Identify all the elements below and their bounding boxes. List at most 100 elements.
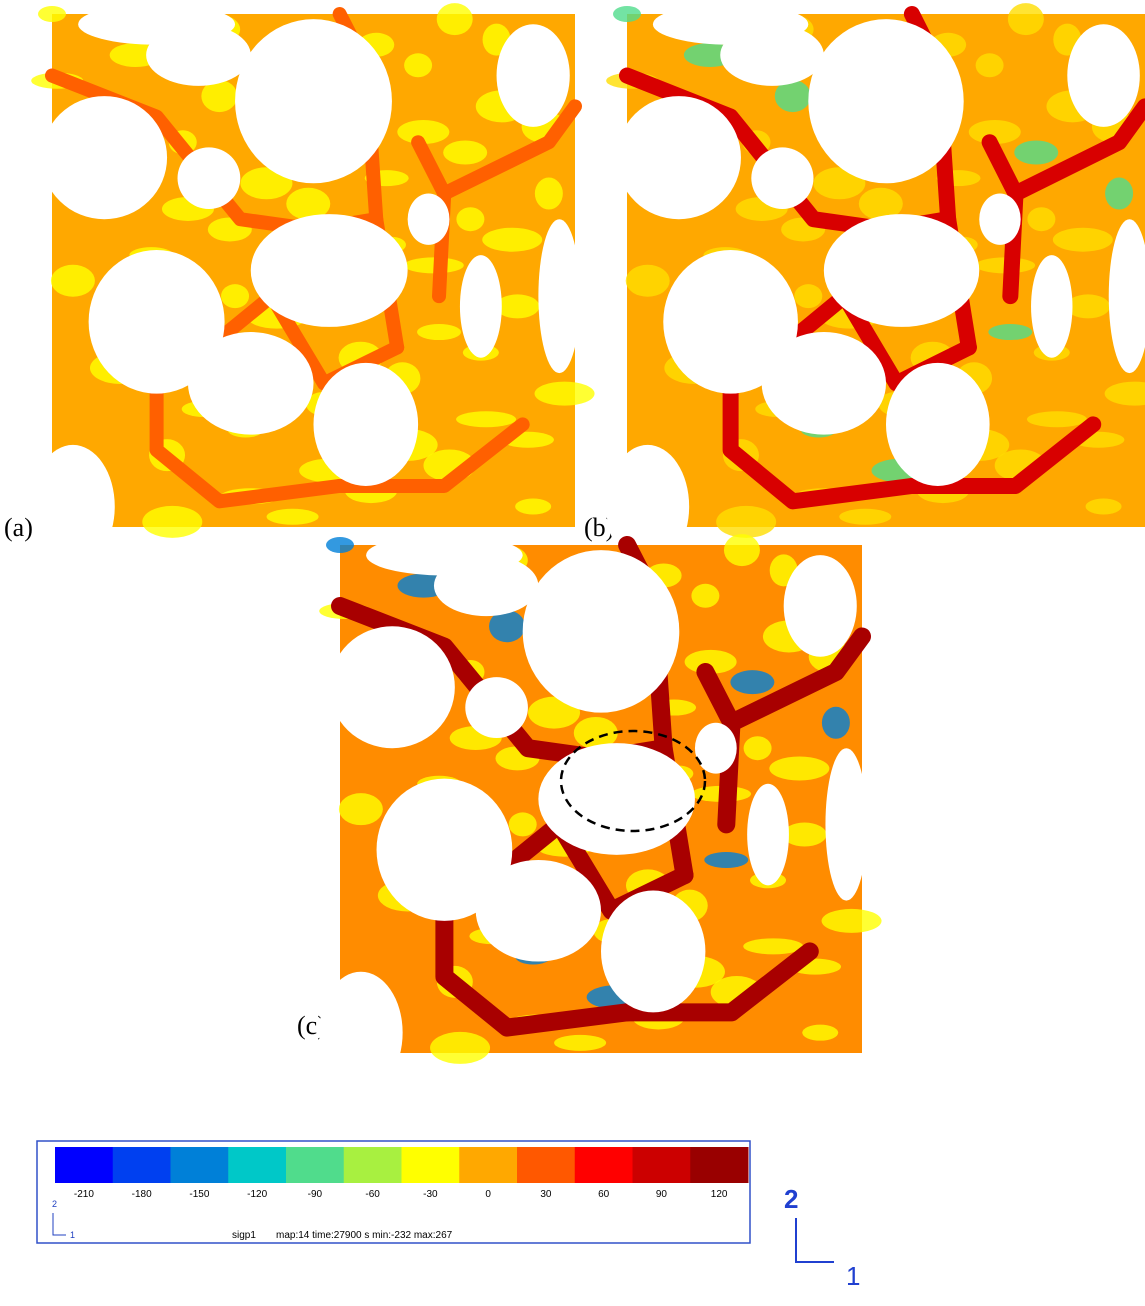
stress-map [606,3,1145,568]
panel-label: (a) [4,513,33,542]
map-patch [724,534,760,566]
map-patch [535,178,563,210]
map-hole [747,784,789,886]
map-hole [601,890,705,1012]
map-hole [366,535,523,576]
map-patch [822,707,850,739]
map-patch [1066,294,1110,318]
colorbar-tick-label: -60 [365,1189,380,1200]
map-hole [235,19,392,183]
map-patch [691,584,719,608]
map-hole [825,748,867,900]
colorbar-tick-label: 120 [711,1189,728,1200]
color-swatch [517,1147,575,1183]
map-patch [613,6,641,22]
map-patch [822,909,882,933]
map-hole [523,550,680,713]
map-hole [762,332,886,435]
colorbar-tick-label: -120 [247,1189,267,1200]
map-patch [1008,3,1044,35]
colorbar-tick-label: 90 [656,1189,668,1200]
map-patch [1027,411,1087,427]
map-hole [497,24,570,127]
colorbar-tick-label: 0 [485,1189,491,1200]
stress-map [31,3,594,568]
map-patch [430,1032,490,1064]
map-hole [42,96,168,219]
map-patch [38,6,66,22]
color-swatch [459,1147,517,1183]
map-patch [515,498,551,514]
legend-variable: sigp1 [232,1230,256,1241]
map-hole [178,147,241,209]
map-hole [251,214,408,327]
map-patch [730,670,774,694]
stress-map [319,534,881,1094]
map-patch [1105,178,1133,210]
map-hole [1031,255,1072,358]
map-hole [808,19,963,183]
triad-label: 1 [846,1261,860,1291]
map-patch [437,3,473,35]
map-patch [326,537,354,553]
colorbar-tick-label: 60 [598,1189,610,1200]
map-hole [979,194,1020,245]
colorbar-tick-label: -210 [74,1189,94,1200]
map-patch [769,757,829,781]
map-patch [495,294,539,318]
legend-info: map:14 time:27900 s min:-232 max:267 [276,1230,453,1241]
map-patch [1053,228,1113,252]
color-swatch [633,1147,691,1183]
map-patch [456,411,516,427]
map-patch [1027,207,1055,231]
colorbar-tick-label: -90 [308,1189,323,1200]
map-hole [751,147,813,209]
map-patch [626,265,670,297]
map-patch [443,141,487,165]
color-swatch [402,1147,460,1183]
map-hole [538,743,695,855]
map-hole [476,860,601,962]
color-swatch [575,1147,633,1183]
map-patch [221,284,249,308]
map-hole [465,677,528,738]
color-swatch [286,1147,344,1183]
map-hole [314,363,419,486]
map-hole [617,96,741,219]
map-patch [482,228,542,252]
triad-label: 2 [52,1199,57,1209]
map-patch [988,324,1032,340]
map-patch [417,324,461,340]
map-patch [535,382,595,406]
triad-label: 2 [784,1184,798,1214]
map-patch [51,265,95,297]
map-patch [716,506,776,538]
map-patch [554,1035,606,1051]
map-hole [886,363,990,486]
map-patch [783,823,827,847]
map-hole [653,4,808,45]
map-patch [404,53,432,77]
colorbar-tick-label: -150 [189,1189,209,1200]
map-hole [319,972,403,1094]
map-patch [744,736,772,760]
map-hole [824,214,979,327]
map-patch [267,509,319,525]
color-swatch [113,1147,171,1183]
map-hole [330,626,455,748]
color-swatch [55,1147,113,1183]
map-hole [188,332,314,435]
color-swatch [228,1147,286,1183]
map-patch [142,506,202,538]
triad [796,1218,834,1262]
map-patch [1086,498,1122,514]
color-swatch [344,1147,402,1183]
map-hole [78,4,235,45]
map-patch [794,284,822,308]
map-patch [456,207,484,231]
map-hole [460,255,502,358]
map-hole [31,445,115,568]
map-patch [839,509,891,525]
map-hole [695,723,737,774]
